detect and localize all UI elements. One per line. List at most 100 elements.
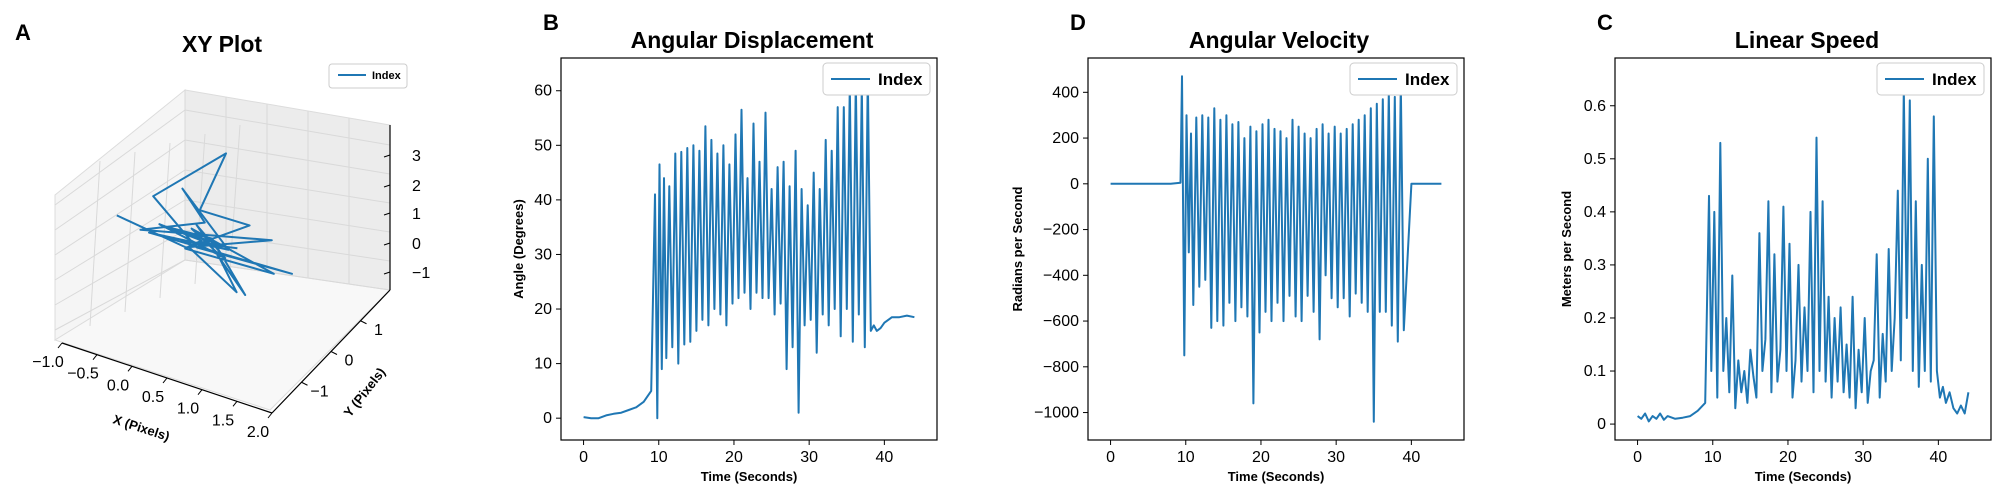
series-line-3d [116, 152, 293, 296]
panel-c-linear-speed: C Linear Speed 0 10 20 30 40 0 0.1 0.2 0.3 0.4 0.5… [1559, 10, 1992, 484]
panel-b-angular-displacement: B Angular Displacement 0 10 20 30 40 0 10 20 30 4… [511, 10, 938, 484]
z-tick-mark-3d [383, 154, 391, 158]
grid-line [89, 160, 101, 327]
legend-label-c: Index [1932, 70, 1977, 89]
y-axis-label-a: Y (Pixels) [341, 365, 389, 420]
pane-back [184, 89, 391, 291]
grid-3d [54, 90, 391, 331]
legend-label-d: Index [1405, 70, 1450, 89]
series-line [1110, 75, 1442, 423]
y-tick-label: 20 [534, 301, 552, 318]
y-tick-label: −600 [1043, 313, 1079, 330]
z-tick-label-3d: 2 [412, 178, 421, 195]
ticks-c: 0 10 20 30 40 0 0.1 0.2 0.3 0.4 0.5 0.6 [1584, 98, 1948, 466]
x-axis-label-d: Time (Seconds) [1228, 469, 1325, 484]
y-tick-label: −400 [1043, 267, 1079, 284]
z-tick-label-3d: 1 [412, 206, 421, 223]
z-tick-label-3d: 3 [412, 148, 421, 165]
ticks-b: 0 10 20 30 40 0 10 20 30 40 50 60 [534, 83, 893, 466]
panel-letter-b: B [543, 10, 559, 35]
y-tick-label: 0 [543, 410, 552, 427]
x-tick-label: 0 [579, 449, 588, 466]
grid-line [229, 124, 241, 271]
y-tick-label: −800 [1043, 359, 1079, 376]
plot-area-c [1614, 57, 1992, 441]
x-tick-label-3d: 1.0 [177, 401, 199, 418]
y-tick-label: −200 [1043, 222, 1079, 239]
x-axis-label-b: Time (Seconds) [701, 469, 798, 484]
grid-line [54, 109, 186, 206]
series-b [583, 73, 915, 420]
x-tick-label: 10 [650, 449, 668, 466]
chart-title-a: XY Plot [182, 31, 262, 57]
chart-title-c: Linear Speed [1735, 27, 1879, 53]
grid-line [54, 139, 186, 231]
x-tick-mark-3d [232, 401, 238, 407]
z-tick-label-3d: −1 [412, 265, 430, 282]
x-tick-label-3d: 2.0 [247, 424, 269, 441]
grid-line [54, 199, 186, 281]
z-tick-label-3d: 0 [412, 236, 421, 253]
x-tick-label: 30 [800, 449, 818, 466]
legend-box-c [1876, 62, 1985, 96]
grid-line [159, 142, 171, 299]
x-tick-mark-3d [127, 366, 133, 372]
legend-d: Index [1349, 62, 1458, 96]
y-tick-label: 0 [1070, 176, 1079, 193]
y-tick-label-3d: −1 [310, 383, 328, 400]
panel-d-angular-velocity: D Angular Velocity 0 10 20 30 40 400 200 0 −200 −… [1010, 10, 1465, 484]
x-tick-label: 30 [1327, 449, 1345, 466]
x-tick-label: 0 [1106, 449, 1115, 466]
z-tick-mark-3d [383, 212, 391, 216]
y-tick-mark-3d [301, 381, 308, 386]
y-tick-label: 50 [534, 137, 552, 154]
grid-line [124, 151, 136, 313]
y-tick-label: 0.1 [1584, 363, 1606, 380]
x-tick-label-3d: 0.0 [107, 377, 129, 394]
y-tick-label: 40 [534, 192, 552, 209]
z-tick-mark-3d [383, 271, 391, 275]
y-tick-mark-3d [330, 351, 338, 355]
y-tick-label: 60 [534, 83, 552, 100]
z-tick-mark-3d [383, 242, 391, 246]
ticks-a: −1.0−0.5 0.0 0.5 1.0 1.5 2.0 −1 0 1 3 2 1 0 −1 [32, 148, 430, 441]
plot-area-d [1087, 57, 1465, 441]
grid-line [184, 199, 391, 233]
x-axis-label-c: Time (Seconds) [1755, 469, 1852, 484]
y-tick-label: −1000 [1034, 405, 1079, 422]
legend-box-d [1349, 62, 1458, 96]
x-tick-label: 40 [1929, 449, 1947, 466]
x-tick-label-3d: −1.0 [32, 354, 64, 371]
legend-box-a [328, 63, 408, 89]
series-line [1637, 88, 1970, 423]
grid-line [184, 109, 391, 146]
x-tick-label: 30 [1854, 449, 1872, 466]
legend-label-b: Index [878, 70, 923, 89]
x-tick-mark-3d [162, 377, 168, 384]
y-tick-label: 0.3 [1584, 257, 1606, 274]
y-tick-label: 400 [1052, 84, 1079, 101]
x-tick-label-3d: 1.5 [212, 412, 234, 429]
y-tick-label: 30 [534, 246, 552, 263]
grid-line [54, 169, 186, 256]
panel-letter-d: D [1070, 10, 1086, 35]
y-tick-label-3d: 1 [374, 322, 383, 339]
y-tick-mark-3d [360, 320, 367, 325]
series-a [116, 152, 293, 296]
y-tick-label: 10 [534, 356, 552, 373]
y-tick-label: 0.2 [1584, 310, 1606, 327]
chart-title-d: Angular Velocity [1189, 27, 1369, 53]
z-tick-mark-3d [383, 184, 391, 188]
y-tick-label-3d: 0 [345, 353, 354, 370]
legend-a: Index [328, 63, 408, 89]
x-tick-label: 10 [1177, 449, 1195, 466]
plot-area-b [560, 57, 938, 441]
x-tick-label: 10 [1704, 449, 1722, 466]
x-tick-label-3d: 0.5 [142, 389, 164, 406]
x-tick-label: 0 [1633, 449, 1642, 466]
x-tick-label: 20 [1252, 449, 1270, 466]
ticks-d: 0 10 20 30 40 400 200 0 −200 −400 −600 −800 −1000 [1034, 84, 1420, 466]
panel-a-xy-plot: A XY Plot −1.0−0.5 0.0 0.5 1.0 1.5 2.0 −1 0 1 3 2 1… [15, 20, 430, 444]
grid-line [184, 169, 391, 204]
